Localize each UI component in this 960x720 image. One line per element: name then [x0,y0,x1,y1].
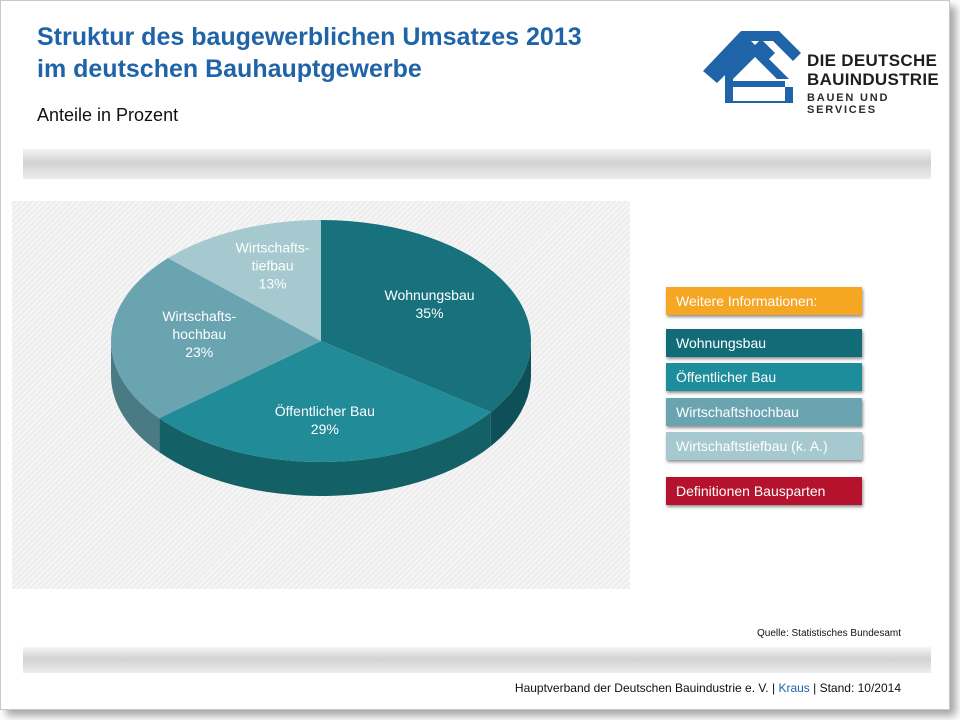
slide: Struktur des baugewerblichen Umsatzes 20… [0,0,950,710]
pie-side-wall [490,341,531,447]
pie-side-wall [159,412,491,496]
pie-slice[interactable] [167,220,321,341]
pie-slice[interactable] [321,220,531,413]
footer-author-link[interactable]: Kraus [778,681,810,695]
header-divider-band [23,149,931,179]
footer-divider-band [23,647,931,673]
chart-area: Wohnungsbau 35% Öffentlicher Bau 29% Wirtsch… [12,201,630,589]
pie-side-walls [111,341,531,496]
footer: Hauptverband der Deutschen Bauindustrie … [515,681,901,695]
pie-slice-value-label: 23% [185,344,213,360]
footer-stand: | Stand: 10/2014 [813,681,901,695]
pie-slice-value-label: 13% [259,276,287,292]
logo-line-1: DIE DEUTSCHE [807,51,938,70]
pie-slice-value-label: 29% [311,421,339,437]
page-subtitle: Anteile in Prozent [37,105,179,125]
pie-side-wall [111,341,160,453]
logo: DIE DEUTSCHE BAUINDUSTRIE BAUEN UND SERV… [689,15,947,116]
pie-slice-label: Wirtschafts- [236,240,310,256]
pie-slice-label: tiefbau [252,258,294,274]
definitionen-bausparten-button[interactable]: Definitionen Bausparten [666,477,862,505]
logo-line-3: BAUEN UND SERVICES [807,92,890,116]
page-title: Struktur des baugewerblichen Umsatzes 20… [37,21,582,85]
oeffentlicher-bau-button[interactable]: Öffentlicher Bau [666,363,862,391]
pie-slice[interactable] [159,341,491,462]
pie-slice-value-label: 35% [416,305,444,321]
wohnungsbau-button[interactable]: Wohnungsbau [666,329,862,357]
logo-line-2: BAUINDUSTRIE [807,70,940,89]
pie-slice-label: Wirtschafts- [162,308,236,324]
wirtschaftstiefbau-button[interactable]: Wirtschaftstiefbau (k. A.) [666,432,862,460]
house-logo-icon [703,31,801,103]
pie-chart: Wohnungsbau 35% Öffentlicher Bau 29% Wirtsch… [111,220,531,496]
title-line-1: Struktur des baugewerblichen Umsatzes 20… [37,23,582,51]
pie-slice-label: Öffentlicher Bau [275,402,375,419]
footer-org: Hauptverband der Deutschen Bauindustrie … [514,681,776,695]
source-note: Quelle: Statistisches Bundesamt [757,628,901,639]
pie-slice-label: hochbau [172,326,226,342]
info-header-button[interactable]: Weitere Informationen: [666,287,862,315]
title-line-2: im deutschen Bauhauptgewerbe [37,55,422,83]
pie-slice-label: Wohnungsbau [385,287,475,303]
pie-slice[interactable] [111,258,321,419]
wirtschaftshochbau-button[interactable]: Wirtschaftshochbau [666,398,862,426]
